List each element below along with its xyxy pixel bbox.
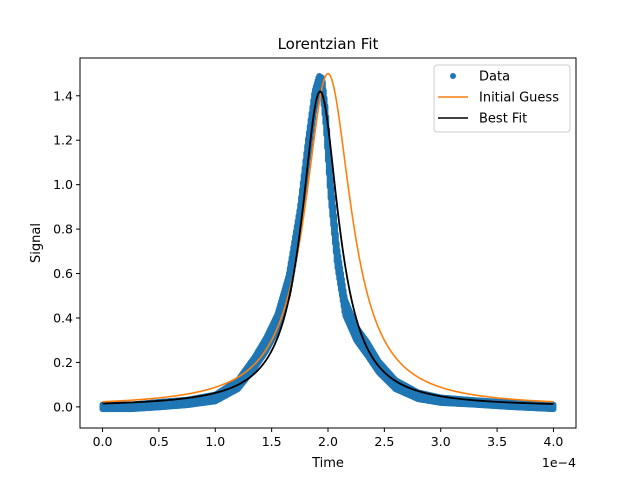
x-axis-label: Time [311, 456, 344, 471]
x-tick-label: 0.5 [149, 434, 169, 449]
y-tick-label: 0.2 [53, 355, 73, 370]
x-axis-offset-text: 1e−4 [542, 455, 576, 470]
y-tick-label: 0.8 [53, 222, 73, 237]
series-best-fit-line [102, 90, 554, 405]
x-tick-label: 1.0 [205, 434, 225, 449]
x-tick-label: 1.5 [262, 434, 282, 449]
x-tick-label: 3.5 [487, 434, 507, 449]
series-initial-guess-line [102, 72, 554, 403]
x-tick-label: 2.0 [318, 434, 338, 449]
plot-data-layer [99, 72, 557, 413]
y-tick-label: 1.2 [53, 133, 73, 148]
y-tick-label: 0.6 [53, 266, 73, 281]
y-axis-label: Signal [29, 223, 44, 263]
y-axis-ticks: 0.0 0.2 0.4 0.6 0.8 1.0 1.2 1.4 [53, 88, 80, 414]
x-tick-label: 2.5 [374, 434, 394, 449]
y-tick-label: 0.0 [53, 399, 73, 414]
x-tick-label: 4.0 [544, 434, 564, 449]
x-axis-ticks: 0.0 0.5 1.0 1.5 2.0 2.5 3.0 3.5 4.0 [93, 428, 564, 449]
legend-box [433, 64, 571, 133]
x-tick-label: 3.0 [431, 434, 451, 449]
legend-label-initial-guess: Initial Guess [479, 91, 559, 106]
legend-label-best-fit: Best Fit [479, 112, 527, 127]
legend-label-data: Data [479, 70, 510, 85]
legend-marker-data [450, 73, 456, 79]
y-tick-label: 1.4 [53, 88, 73, 103]
legend: Data Initial Guess Best Fit [433, 64, 571, 133]
x-tick-label: 0.0 [93, 434, 113, 449]
y-tick-label: 0.4 [53, 311, 73, 326]
y-tick-label: 1.0 [53, 177, 73, 192]
chart-title: Lorentzian Fit [278, 35, 379, 53]
